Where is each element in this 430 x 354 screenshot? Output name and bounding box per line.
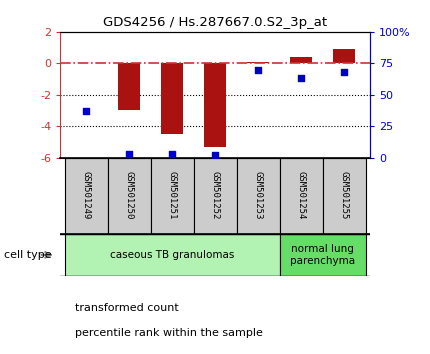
Bar <box>108 158 150 234</box>
Bar <box>247 62 269 63</box>
Text: GSM501255: GSM501255 <box>340 171 348 220</box>
Text: transformed count: transformed count <box>75 303 179 313</box>
Bar <box>280 234 366 276</box>
Bar <box>64 158 108 234</box>
Bar <box>237 158 280 234</box>
Point <box>169 151 175 156</box>
Point <box>212 152 218 158</box>
Text: GSM501253: GSM501253 <box>254 171 262 220</box>
Bar <box>161 63 183 134</box>
Text: GSM501250: GSM501250 <box>125 171 133 220</box>
Bar <box>150 158 194 234</box>
Bar <box>204 63 226 147</box>
Text: GSM501249: GSM501249 <box>82 171 90 220</box>
Bar <box>194 158 236 234</box>
Bar <box>322 158 366 234</box>
Bar <box>64 234 280 276</box>
Point <box>255 67 261 72</box>
Bar <box>290 57 312 63</box>
Text: normal lung
parenchyma: normal lung parenchyma <box>290 244 355 266</box>
Title: GDS4256 / Hs.287667.0.S2_3p_at: GDS4256 / Hs.287667.0.S2_3p_at <box>103 16 327 29</box>
Point <box>83 108 89 114</box>
Text: GSM501252: GSM501252 <box>211 171 219 220</box>
Point <box>126 151 132 156</box>
Text: cell type: cell type <box>4 250 52 260</box>
Text: GSM501254: GSM501254 <box>297 171 305 220</box>
Text: caseous TB granulomas: caseous TB granulomas <box>110 250 234 260</box>
Point <box>298 75 304 81</box>
Point <box>341 69 347 75</box>
Bar <box>280 158 322 234</box>
Text: percentile rank within the sample: percentile rank within the sample <box>75 328 263 338</box>
Bar <box>333 49 355 63</box>
Text: GSM501251: GSM501251 <box>168 171 176 220</box>
Bar <box>118 63 140 110</box>
